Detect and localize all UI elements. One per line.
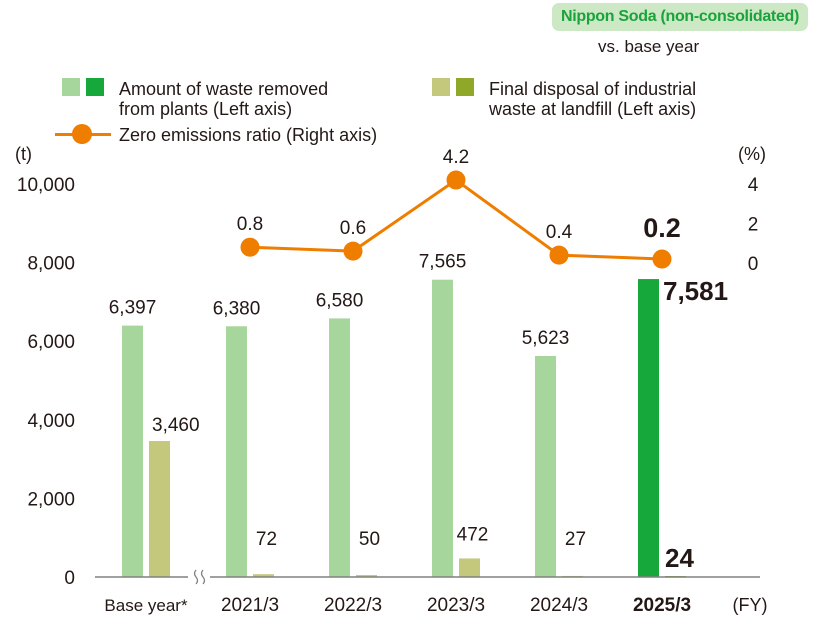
x-tick-label: Base year* bbox=[104, 596, 188, 615]
legend-label-removed: Amount of waste removed from plants (Lef… bbox=[119, 79, 328, 119]
landfill-bar bbox=[356, 575, 377, 577]
legend-line: waste at landfill (Left axis) bbox=[489, 99, 697, 119]
waste-removed-value-label: 7,581 bbox=[663, 276, 728, 306]
x-tick-label: 2024/3 bbox=[530, 595, 588, 616]
waste-removed-bar bbox=[432, 279, 453, 577]
landfill-value-label: 72 bbox=[256, 529, 277, 550]
waste-removed-value-label: 6,397 bbox=[109, 298, 157, 319]
x-axis-label: (FY) bbox=[733, 595, 768, 615]
zero-emissions-line bbox=[249, 178, 663, 261]
landfill-value-label: 50 bbox=[359, 529, 380, 550]
landfill-value-label: 3,460 bbox=[152, 415, 200, 436]
zero-emissions-value-label: 0.8 bbox=[237, 214, 263, 235]
y-right-tick-label: 2 bbox=[748, 215, 759, 236]
zero-emissions-point bbox=[240, 237, 260, 257]
zero-emissions-value-label: 0.6 bbox=[340, 218, 366, 239]
waste-removed-bar bbox=[535, 356, 556, 577]
waste-removed-bar bbox=[329, 318, 350, 577]
x-tick-label: 2021/3 bbox=[221, 595, 279, 616]
landfill-value-label: 24 bbox=[665, 543, 694, 573]
zero-emissions-point bbox=[343, 241, 363, 261]
legend-line: Amount of waste removed bbox=[119, 79, 329, 99]
legend-label-landfill: Final disposal of industrial waste at la… bbox=[489, 79, 696, 119]
legend-swatch-landfill-light bbox=[432, 78, 450, 96]
x-tick-label: 2022/3 bbox=[324, 595, 382, 616]
landfill-value-label: 472 bbox=[457, 524, 489, 545]
waste-removed-value-label: 6,580 bbox=[316, 290, 364, 311]
waste-removed-bar bbox=[226, 326, 247, 577]
waste-removed-value-label: 7,565 bbox=[419, 252, 467, 273]
legend-marker-ratio-icon bbox=[72, 124, 92, 144]
legend-swatch-removed-light bbox=[62, 78, 80, 96]
y-left-tick-label: 10,000 bbox=[17, 175, 75, 196]
y-right-tick-label: 0 bbox=[748, 254, 759, 275]
legend-swatch-landfill-dark bbox=[456, 78, 474, 96]
zero-emissions-value-label: 0.2 bbox=[643, 213, 681, 243]
comparison-note: vs. base year bbox=[598, 37, 700, 56]
legend-swatch-removed-dark bbox=[86, 78, 104, 96]
zero-emissions-point bbox=[446, 170, 466, 190]
y-left-tick-label: 6,000 bbox=[27, 332, 75, 353]
y-left-tick-label: 0 bbox=[64, 568, 75, 589]
legend-line: Final disposal of industrial bbox=[489, 79, 697, 99]
zero-emissions-value-label: 0.4 bbox=[546, 222, 573, 243]
landfill-value-label: 27 bbox=[565, 529, 586, 550]
waste-removed-value-label: 5,623 bbox=[522, 328, 570, 349]
y-right-unit: (%) bbox=[738, 144, 766, 164]
landfill-bar bbox=[459, 558, 480, 577]
y-right-tick-label: 4 bbox=[748, 175, 759, 196]
waste-removed-value-label: 6,380 bbox=[213, 298, 261, 319]
scope-badge: Nippon Soda (non-consolidated) bbox=[552, 3, 808, 31]
zero-emissions-value-label: 4.2 bbox=[443, 147, 469, 168]
zero-emissions-point bbox=[549, 245, 569, 265]
landfill-bar bbox=[149, 441, 170, 577]
landfill-bar bbox=[253, 574, 274, 577]
y-left-tick-label: 8,000 bbox=[27, 254, 75, 275]
legend-label-ratio: Zero emissions ratio (Right axis) bbox=[119, 125, 378, 145]
x-tick-label: 2025/3 bbox=[633, 595, 691, 616]
legend-line: from plants (Left axis) bbox=[119, 99, 293, 119]
x-tick-label: 2023/3 bbox=[427, 595, 485, 616]
waste-removed-bar bbox=[122, 325, 143, 577]
zero-emissions-point bbox=[652, 249, 672, 269]
y-left-tick-label: 2,000 bbox=[27, 489, 75, 510]
axis-break-icon bbox=[193, 569, 206, 585]
waste-removed-bar bbox=[638, 279, 659, 577]
y-left-unit: (t) bbox=[15, 144, 32, 164]
y-left-tick-label: 4,000 bbox=[27, 411, 75, 432]
